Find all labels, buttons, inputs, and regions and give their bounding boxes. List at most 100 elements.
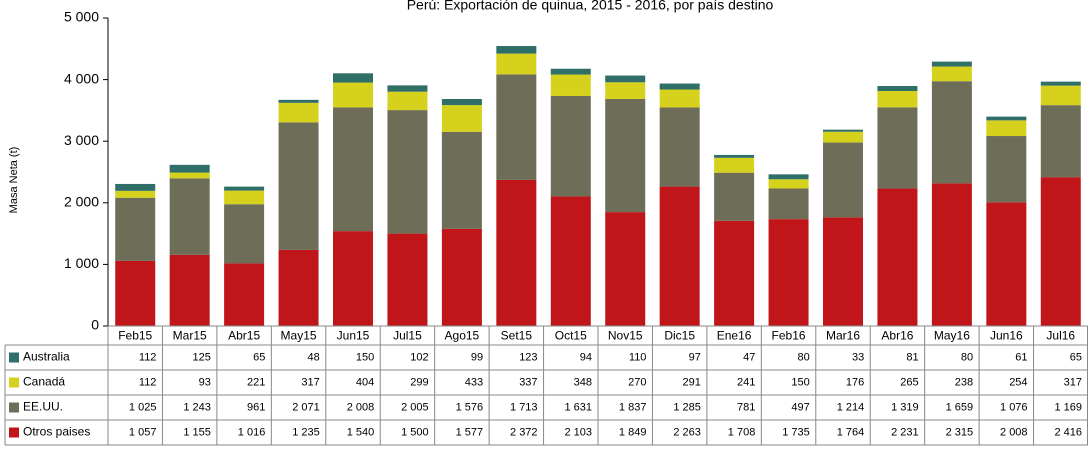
table-value: 1 025 — [129, 401, 157, 413]
bar-segment — [714, 157, 755, 173]
y-tick-label: 2 000 — [64, 194, 99, 210]
bar-segment — [496, 179, 537, 326]
bar-segment — [333, 231, 373, 326]
bar-segment — [115, 260, 156, 326]
bar-segment — [496, 53, 537, 75]
table-value: 1 659 — [946, 401, 974, 413]
bar-segment — [768, 179, 809, 189]
bar-segment — [1040, 81, 1081, 86]
bar-segment — [714, 154, 755, 158]
table-value: 2 416 — [1054, 426, 1082, 438]
table-value: 1 243 — [183, 401, 211, 413]
bar-segment — [441, 99, 482, 106]
table-value: 497 — [791, 401, 809, 413]
x-tick-label: Jun16 — [990, 329, 1023, 343]
legend-label: Canadá — [23, 375, 65, 389]
bar-segment — [224, 186, 265, 191]
table-value: 1 500 — [401, 426, 429, 438]
table-value: 80 — [798, 351, 810, 363]
bar-segment — [278, 99, 319, 103]
y-tick-label: 3 000 — [64, 132, 99, 148]
legend-swatch — [9, 427, 19, 438]
table-value: 1 155 — [183, 426, 211, 438]
legend-swatch — [9, 352, 19, 363]
table-value: 65 — [253, 351, 265, 363]
table-value: 781 — [737, 401, 755, 413]
bar-segment — [387, 85, 428, 92]
bar-segment — [441, 131, 482, 229]
bar-segment — [823, 142, 863, 218]
bar-segment — [986, 136, 1027, 203]
y-tick-label: 4 000 — [64, 70, 99, 86]
bar-segment — [224, 204, 265, 264]
bar-segment — [550, 95, 591, 197]
bar-segment — [605, 98, 646, 213]
bar-segment — [224, 190, 265, 205]
table-value: 1 764 — [837, 426, 865, 438]
bar-segment — [333, 107, 373, 232]
x-tick-label: Mar16 — [826, 329, 860, 343]
bar-segment — [278, 122, 319, 250]
table-value: 112 — [139, 351, 157, 363]
bar-segment — [1040, 105, 1081, 178]
bar-segment — [931, 183, 972, 326]
table-value: 241 — [737, 376, 755, 388]
y-tick-label: 5 000 — [64, 9, 99, 25]
table-value: 299 — [410, 376, 428, 388]
x-tick-label: Ene16 — [717, 329, 752, 343]
table-value: 1 057 — [129, 426, 157, 438]
bar-segment — [115, 197, 156, 261]
table-value: 1 235 — [292, 426, 320, 438]
bar-segment — [768, 219, 809, 326]
bar-segment — [877, 107, 918, 189]
table-value: 2 103 — [564, 426, 592, 438]
bar-segment — [115, 183, 156, 191]
table-value: 1 285 — [673, 401, 701, 413]
y-axis-label: Masa Neta (t) — [8, 147, 20, 214]
table-value: 97 — [689, 351, 701, 363]
table-value: 125 — [193, 351, 211, 363]
bar-segment — [550, 74, 591, 96]
table-value: 48 — [308, 351, 320, 363]
bar-segment — [714, 220, 755, 326]
table-value: 1 214 — [837, 401, 865, 413]
bar-segment — [387, 91, 428, 111]
table-value: 1 319 — [891, 401, 919, 413]
table-value: 1 735 — [782, 426, 810, 438]
table-value: 291 — [683, 376, 701, 388]
bar-segment — [441, 228, 482, 326]
table-value: 1 849 — [619, 426, 647, 438]
table-value: 65 — [1070, 351, 1082, 363]
table-value: 33 — [852, 351, 864, 363]
table-value: 254 — [1009, 376, 1027, 388]
table-value: 270 — [628, 376, 646, 388]
bar-segment — [550, 196, 591, 326]
table-value: 1 837 — [619, 401, 647, 413]
table-value: 93 — [199, 376, 211, 388]
bar-segment — [659, 89, 700, 108]
table-value: 265 — [900, 376, 918, 388]
bar-segment — [496, 74, 537, 180]
table-value: 94 — [580, 351, 592, 363]
bar-segment — [714, 172, 755, 221]
bar-segment — [333, 73, 373, 83]
x-tick-label: Nov15 — [608, 329, 643, 343]
x-tick-label: Ago15 — [445, 329, 480, 343]
x-tick-label: May16 — [934, 329, 970, 343]
table-value: 2 008 — [1000, 426, 1028, 438]
bar-segment — [768, 188, 809, 220]
bar-segment — [931, 81, 972, 184]
bar-segment — [605, 212, 646, 326]
bar-segment — [605, 75, 646, 83]
bar-segment — [877, 188, 918, 326]
bar-segment — [278, 102, 319, 123]
table-value: 317 — [301, 376, 319, 388]
table-value: 2 315 — [946, 426, 974, 438]
table-value: 348 — [574, 376, 592, 388]
table-value: 337 — [519, 376, 537, 388]
bar-segment — [659, 107, 700, 187]
table-value: 1 576 — [456, 401, 484, 413]
bar-segment — [659, 186, 700, 326]
bar-segment — [550, 68, 591, 75]
